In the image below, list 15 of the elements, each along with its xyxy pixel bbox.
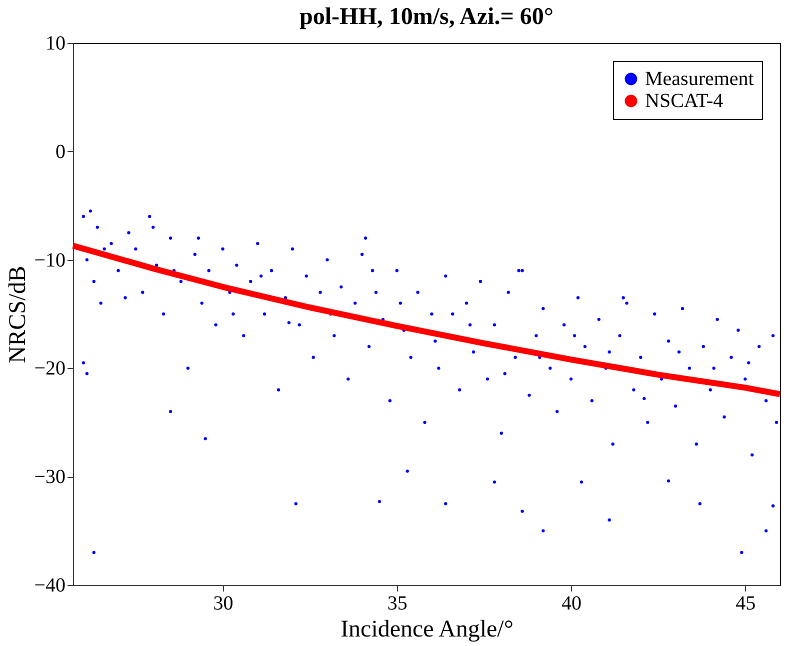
x-tick-label: 45 <box>736 592 756 614</box>
y-tick-label: 0 <box>56 140 66 163</box>
y-tick-label: −20 <box>34 358 66 380</box>
y-tick-label: −10 <box>34 249 66 272</box>
x-tick-label: 40 <box>562 592 582 614</box>
legend-label: NSCAT-4 <box>645 90 724 112</box>
y-tick-label: 10 <box>46 32 66 54</box>
y-tick-label: −40 <box>34 574 66 596</box>
x-tick-label: 35 <box>387 592 408 614</box>
chart-title: pol-HH, 10m/s, Azi.= 60° <box>300 4 554 30</box>
legend-label: Measurement <box>645 68 754 90</box>
y-axis-title: NRCS/dB <box>5 266 32 364</box>
x-axis-title: Incidence Angle/° <box>340 616 514 642</box>
y-tick-label: −30 <box>34 466 66 488</box>
x-tick-label: 30 <box>213 592 234 614</box>
